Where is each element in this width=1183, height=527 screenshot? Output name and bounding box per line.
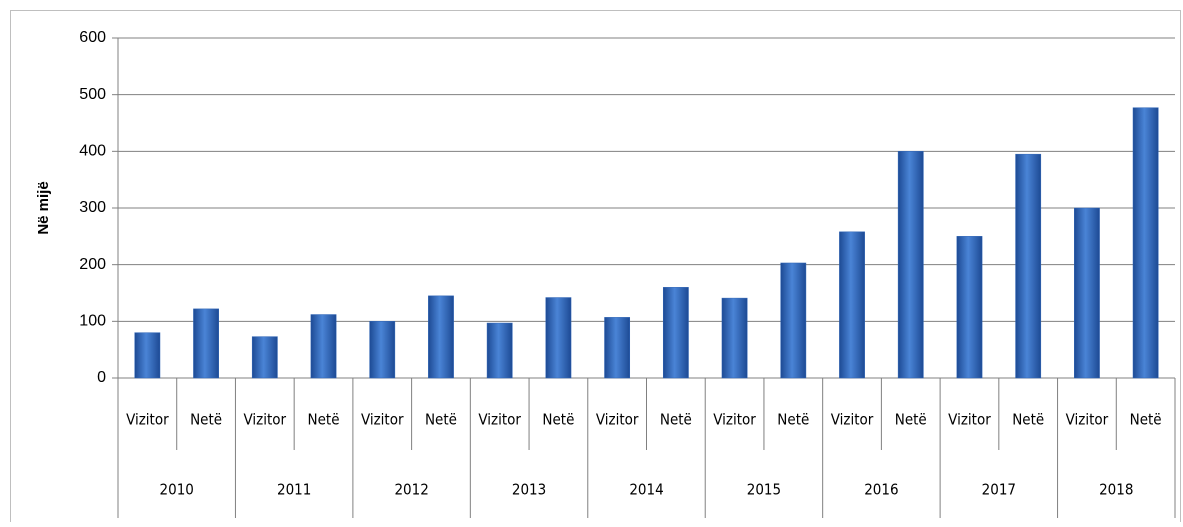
group-label: 2017: [982, 481, 1016, 499]
y-tick-label: 0: [97, 369, 106, 386]
y-tick-label: 600: [79, 29, 106, 46]
x-tick-label: Vizitor: [478, 411, 521, 429]
bar: [193, 308, 219, 379]
x-tick-label: Netë: [425, 411, 457, 429]
x-tick-label: Netë: [190, 411, 222, 429]
bar: [1132, 107, 1159, 379]
bar: [604, 317, 631, 379]
group-label: 2018: [1099, 481, 1133, 499]
group-label: 2010: [160, 481, 194, 499]
x-tick-label: Vizitor: [126, 411, 169, 429]
x-tick-label: Vizitor: [596, 411, 639, 429]
bar: [428, 295, 454, 379]
x-tick-label: Netë: [895, 411, 927, 429]
y-axis-label: Në mijë: [35, 181, 52, 234]
group-label: 2014: [629, 481, 663, 499]
bar: [134, 332, 161, 379]
y-tick-label: 100: [79, 313, 106, 330]
x-tick-label: Vizitor: [948, 411, 991, 429]
x-tick-label: Vizitor: [713, 411, 756, 429]
group-label: 2016: [864, 481, 898, 499]
group-label: 2015: [747, 481, 781, 499]
x-tick-label: Netë: [660, 411, 692, 429]
bar: [839, 231, 865, 379]
y-tick-label: 300: [79, 199, 106, 216]
group-label: 2011: [277, 481, 311, 499]
x-tick-label: Netë: [777, 411, 809, 429]
x-tick-label: Netë: [542, 411, 574, 429]
group-label: 2013: [512, 481, 546, 499]
bar: [369, 321, 396, 379]
bar: [1015, 153, 1042, 379]
bar: [662, 287, 689, 379]
y-tick-label: 500: [79, 86, 106, 103]
bar: [956, 236, 983, 379]
bar: [721, 297, 748, 379]
x-tick-label: Netë: [308, 411, 340, 429]
x-tick-label: Vizitor: [831, 411, 874, 429]
x-tick-label: Vizitor: [361, 411, 404, 429]
frame: [10, 10, 1181, 527]
y-tick-label: 400: [79, 143, 106, 160]
x-tick-label: Vizitor: [244, 411, 287, 429]
bar: [780, 262, 807, 379]
bar: [897, 151, 924, 379]
group-label: 2012: [394, 481, 428, 499]
bar: [545, 297, 572, 379]
x-tick-label: Vizitor: [1066, 411, 1109, 429]
x-tick-label: Netë: [1130, 411, 1162, 429]
bar: [1074, 207, 1100, 379]
bar: [310, 314, 337, 379]
bar: [251, 336, 278, 379]
x-tick-label: Netë: [1012, 411, 1044, 429]
bar: [486, 322, 513, 379]
y-tick-label: 200: [79, 256, 106, 273]
